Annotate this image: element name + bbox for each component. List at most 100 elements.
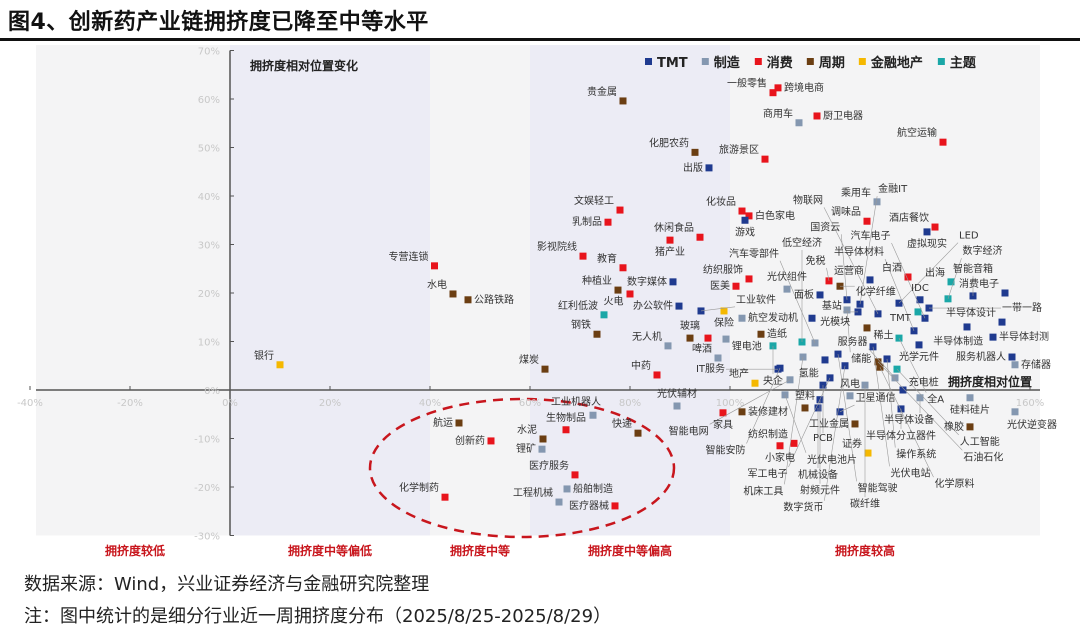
data-point-label: 水电 <box>427 278 447 291</box>
data-point <box>790 439 798 447</box>
data-point-label: 化妆品 <box>706 195 736 208</box>
data-point <box>441 493 449 501</box>
zone-label: 拥挤度较高 <box>835 543 895 558</box>
data-point-label: 乘用车 <box>841 186 871 199</box>
data-point-label: 煤炭 <box>519 353 539 366</box>
data-point-label: 面板 <box>794 288 814 301</box>
data-point-label: IDC <box>911 283 929 294</box>
data-point-label: 基站 <box>822 299 842 312</box>
y-tick-label: 0% <box>204 386 220 397</box>
label-leader-line <box>823 207 879 314</box>
data-point-label: 影视院线 <box>537 240 577 253</box>
data-point <box>863 217 871 225</box>
data-point <box>611 502 619 510</box>
data-point-label: 稀土 <box>873 328 893 341</box>
data-point-label: 服务器 <box>838 335 868 348</box>
data-point-label: 操作系统 <box>896 448 936 461</box>
data-point-label: 全A <box>927 393 944 406</box>
label-leader-line <box>877 361 963 451</box>
title-divider <box>0 38 1080 41</box>
data-point <box>989 333 997 341</box>
label-leader-line <box>837 354 857 482</box>
data-point <box>931 223 939 231</box>
data-point-label: 机床工具 <box>743 484 783 497</box>
data-point <box>673 402 681 410</box>
data-point-label: 创新药 <box>455 434 485 447</box>
data-point <box>541 365 549 373</box>
x-tick-label: -20% <box>117 398 143 409</box>
data-point-label: 智能电网 <box>669 424 709 437</box>
data-point <box>851 420 859 428</box>
data-point-label: 机械设备 <box>798 468 838 481</box>
label-leader-line <box>891 242 926 319</box>
data-point <box>915 341 923 349</box>
data-point <box>801 404 809 412</box>
data-point <box>538 445 546 453</box>
data-point-label: 公路铁路 <box>474 293 514 306</box>
data-point <box>614 286 622 294</box>
data-point <box>1008 353 1016 361</box>
data-point-label: PCB <box>813 433 833 444</box>
data-point <box>455 419 463 427</box>
zone-label: 拥挤度中等偏低 <box>288 543 372 558</box>
zone-label: 拥挤度中等 <box>450 543 510 558</box>
data-point-label: 乳制品 <box>572 215 602 228</box>
data-point-label: 硅料硅片 <box>950 403 990 416</box>
data-point-label: 运营商 <box>834 264 864 277</box>
x-tick-label: 20% <box>319 398 341 409</box>
data-point <box>555 498 563 506</box>
label-leader-line <box>746 368 781 444</box>
y-axis-title: 拥挤度相对位置变化 <box>250 58 358 73</box>
data-point <box>904 273 912 281</box>
label-leader-line <box>784 356 804 485</box>
data-point <box>593 330 601 338</box>
data-point <box>745 212 753 220</box>
data-point-label: 光伏逆变器 <box>1007 418 1057 431</box>
data-point-label: 半导体设计 <box>946 306 996 319</box>
data-point-label: 锂矿 <box>516 442 536 455</box>
data-point <box>626 290 634 298</box>
data-point-label: 数字经济 <box>963 244 1003 257</box>
data-point-label: 央企 <box>763 374 783 387</box>
data-point <box>963 323 971 331</box>
legend-label: TMT <box>657 56 688 71</box>
data-point-label: 无人机 <box>632 330 662 343</box>
data-point <box>562 426 570 434</box>
data-point-label: 金融IT <box>878 182 908 195</box>
data-point-label: 旅游景区 <box>719 143 759 156</box>
x-axis-title: 拥挤度相对位置 <box>948 374 1032 389</box>
data-point-label: 种植业 <box>582 274 612 287</box>
data-point-label: 光伏电池片 <box>807 453 857 466</box>
data-point <box>704 334 712 342</box>
label-leader-line <box>826 267 830 281</box>
label-leader-line <box>868 348 896 379</box>
data-point-label: 化肥农药 <box>649 136 689 149</box>
data-point <box>863 324 871 332</box>
data-point-label: 半导体封测 <box>999 330 1049 343</box>
data-point <box>449 290 457 298</box>
label-leader-line <box>898 242 959 304</box>
data-point <box>783 285 791 293</box>
data-point-label: 汽车电子 <box>851 229 891 242</box>
x-tick-label: 40% <box>419 398 441 409</box>
data-point-label: 银行 <box>254 349 274 362</box>
data-point <box>431 262 438 270</box>
data-point-label: 猪产业 <box>655 245 685 258</box>
data-point-label: 中药 <box>631 359 651 372</box>
data-point-label: 智能音箱 <box>953 262 993 275</box>
data-point-label: 出海 <box>925 266 945 279</box>
data-point-label: 氢能 <box>799 366 819 379</box>
data-point <box>653 371 661 379</box>
y-tick-label: -20% <box>194 483 220 494</box>
data-point-label: 休闲食品 <box>654 221 694 234</box>
y-tick-label: 20% <box>198 289 220 300</box>
data-point-label: 航空发动机 <box>748 311 798 324</box>
source-note: 数据来源：Wind，兴业证券经济与金融研究院整理 <box>24 574 430 595</box>
label-leader-line <box>872 346 890 467</box>
data-point <box>619 264 627 272</box>
data-point <box>769 89 777 97</box>
data-point <box>276 361 284 369</box>
data-point-label: 光模块 <box>820 315 850 328</box>
legend-label: 主题 <box>950 55 977 71</box>
legend-label: 周期 <box>819 56 845 71</box>
